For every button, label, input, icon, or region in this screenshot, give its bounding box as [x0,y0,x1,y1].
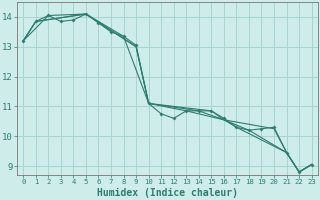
X-axis label: Humidex (Indice chaleur): Humidex (Indice chaleur) [97,188,238,198]
